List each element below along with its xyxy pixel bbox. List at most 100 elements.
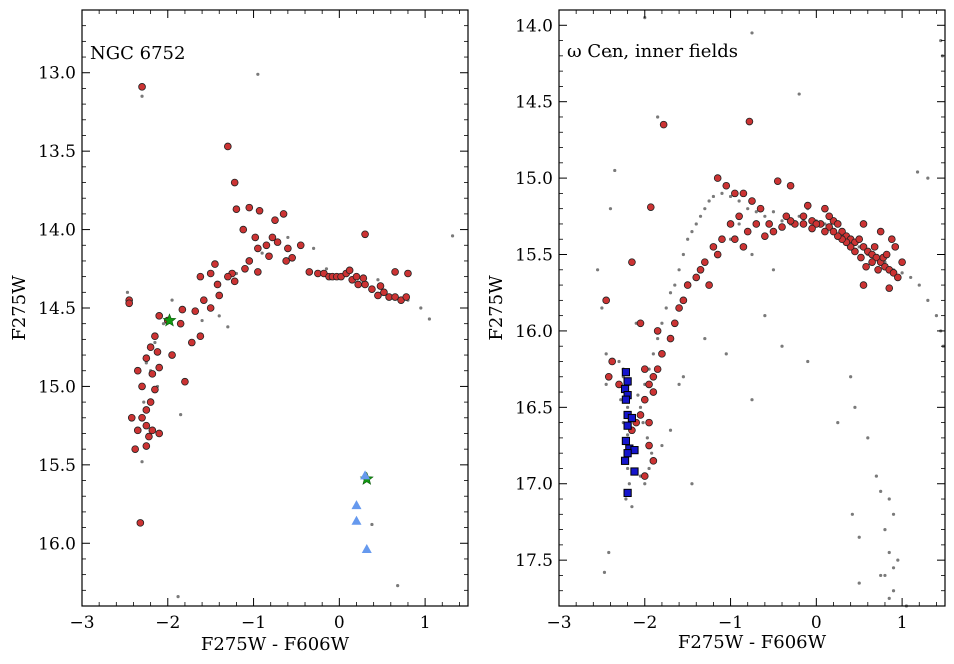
red-star-point bbox=[649, 388, 658, 396]
red-star-point bbox=[282, 257, 290, 265]
red-star-point bbox=[882, 250, 891, 259]
red-star-point bbox=[402, 293, 411, 301]
red-star-point bbox=[354, 280, 363, 289]
red-star-point bbox=[181, 377, 189, 386]
field-star-point bbox=[602, 570, 607, 574]
field-star-point bbox=[626, 433, 630, 437]
field-star-point bbox=[656, 336, 660, 341]
field-star-point bbox=[324, 267, 329, 271]
red-star-point bbox=[870, 243, 879, 251]
red-star-point bbox=[245, 257, 254, 265]
x-tick-label: −1 bbox=[718, 613, 743, 633]
red-star-point bbox=[230, 178, 239, 187]
field-star-point bbox=[660, 443, 664, 448]
red-star-point bbox=[718, 235, 726, 244]
red-star-point bbox=[361, 230, 369, 239]
field-star-point bbox=[613, 168, 617, 173]
field-star-point bbox=[883, 573, 887, 578]
field-star-point bbox=[690, 229, 694, 234]
field-star-point bbox=[153, 340, 157, 345]
red-star-point bbox=[649, 457, 658, 465]
red-star-point bbox=[649, 372, 658, 381]
red-star-point bbox=[636, 319, 645, 328]
x-tick-label: −2 bbox=[155, 613, 180, 633]
field-star-point bbox=[376, 278, 380, 282]
field-star-point bbox=[763, 314, 767, 318]
blue-triangle-marker bbox=[351, 515, 362, 525]
red-star-point bbox=[833, 220, 842, 228]
x-ticks-right: −3 −2 −1 0 1 bbox=[546, 10, 937, 633]
y-axis-label-right: F275W bbox=[486, 275, 507, 341]
red-star-point bbox=[196, 272, 205, 281]
field-star-point bbox=[396, 584, 400, 588]
red-star-point bbox=[722, 181, 731, 190]
field-star-point bbox=[707, 199, 711, 203]
field-star-point bbox=[797, 92, 801, 96]
axes-frame-left bbox=[81, 9, 469, 607]
red-star-point bbox=[345, 266, 354, 275]
red-star-point bbox=[127, 413, 136, 422]
red-star-point bbox=[196, 332, 205, 341]
red-star-point bbox=[653, 327, 662, 335]
field-star-point bbox=[780, 344, 784, 348]
y-tick-label: 15.5 bbox=[515, 246, 553, 266]
red-star-point bbox=[251, 233, 260, 242]
y-tick-label: 17.5 bbox=[515, 551, 553, 571]
red-star-point bbox=[138, 83, 146, 91]
red-star-point bbox=[862, 262, 870, 271]
red-star-point bbox=[773, 177, 782, 185]
red-star-point bbox=[748, 197, 756, 205]
red-star-point bbox=[138, 413, 146, 422]
blue-square-marker bbox=[630, 467, 639, 476]
red-star-point bbox=[602, 296, 610, 305]
red-star-point bbox=[146, 343, 155, 352]
field-star-point bbox=[737, 222, 741, 226]
red-star-point bbox=[752, 220, 761, 228]
red-star-point bbox=[138, 382, 146, 391]
red-star-point bbox=[640, 472, 649, 480]
field-star-point bbox=[728, 194, 733, 199]
panel-title-left: NGC 6752 bbox=[90, 43, 185, 64]
red-star-point bbox=[701, 258, 709, 266]
field-star-point bbox=[664, 306, 668, 310]
blue-square-marker bbox=[623, 377, 632, 386]
field-star-point bbox=[849, 375, 853, 379]
red-star-point bbox=[696, 265, 705, 274]
red-star-point bbox=[885, 284, 894, 292]
red-star-point bbox=[288, 254, 296, 262]
red-star-point bbox=[675, 304, 683, 312]
red-star-point bbox=[838, 227, 846, 236]
red-star-point bbox=[224, 142, 232, 151]
red-star-point bbox=[255, 206, 264, 215]
red-star-point bbox=[241, 264, 249, 273]
field-star-point bbox=[836, 421, 840, 425]
blue-square-marker bbox=[621, 368, 631, 377]
field-star-point bbox=[915, 170, 920, 174]
field-star-point bbox=[226, 325, 230, 329]
red-star-point bbox=[359, 274, 368, 283]
field-star-point bbox=[427, 317, 431, 321]
red-star-point bbox=[874, 265, 882, 274]
field-star-point bbox=[917, 283, 921, 287]
y-tick-label: 14.0 bbox=[38, 221, 76, 241]
red-star-point bbox=[133, 366, 142, 375]
red-star-point bbox=[368, 285, 376, 293]
panel-right: ω Cen, inner fields F275W - F606W F275W … bbox=[486, 9, 946, 653]
field-star-point bbox=[604, 352, 608, 356]
red-star-point bbox=[709, 243, 718, 251]
field-star-point bbox=[771, 268, 776, 272]
field-star-point bbox=[142, 400, 146, 404]
red-star-point bbox=[765, 220, 773, 228]
red-star-point bbox=[352, 272, 361, 281]
red-star-point bbox=[812, 220, 821, 228]
red-star-point bbox=[142, 421, 151, 430]
red-star-point bbox=[859, 243, 868, 251]
x-axis-label-left: F275W - F606W bbox=[201, 634, 350, 655]
red-star-point bbox=[305, 268, 314, 276]
red-star-point bbox=[829, 227, 838, 236]
field-star-point bbox=[750, 252, 754, 257]
red-star-point bbox=[262, 241, 271, 250]
field-star-point bbox=[370, 522, 374, 527]
red-star-point bbox=[786, 217, 795, 225]
red-star-point bbox=[151, 332, 159, 341]
